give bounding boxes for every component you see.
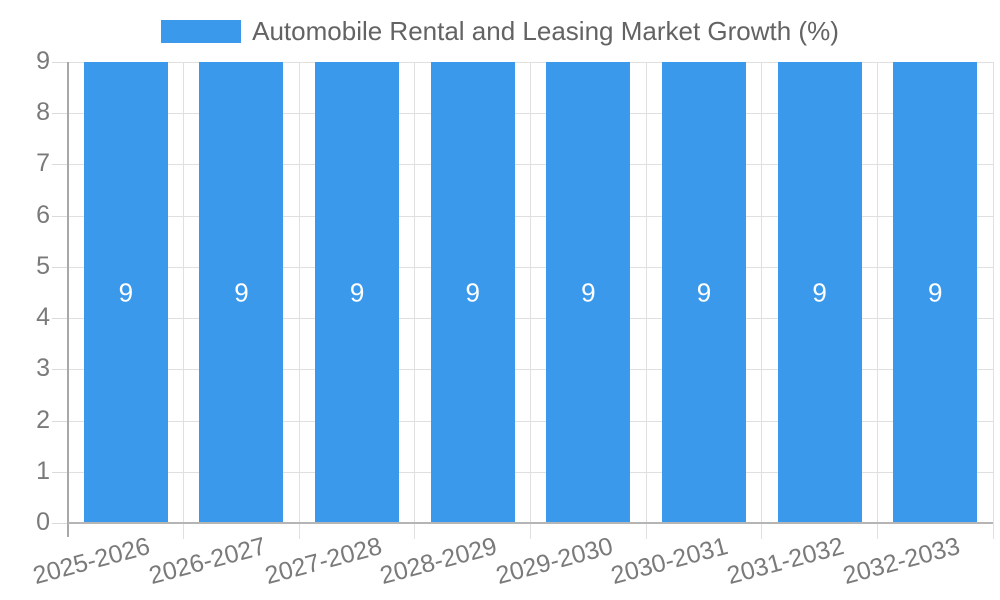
y-tick-label: 7 [36, 149, 50, 178]
gridline-vertical [183, 62, 185, 539]
y-tick-mark [52, 318, 68, 320]
bar-value-label: 9 [581, 277, 596, 307]
y-tick-label: 4 [36, 303, 50, 332]
chart-legend: Automobile Rental and Leasing Market Gro… [0, 18, 1000, 44]
gridline-vertical [761, 62, 763, 539]
y-tick-mark [52, 62, 68, 63]
gridline-vertical [992, 62, 994, 539]
y-tick-mark [52, 369, 68, 371]
y-tick-mark [52, 113, 68, 115]
y-tick-label: 2 [36, 405, 50, 434]
legend-swatch [161, 19, 242, 43]
category-cell: 9 2026-2027 [146, 62, 300, 590]
x-tick-label: 2025-2026 [30, 532, 154, 590]
bar-value-label: 9 [812, 277, 827, 307]
category-cell: 9 2030-2031 [608, 62, 763, 590]
y-tick-label: 0 [36, 507, 50, 536]
x-tick-label: 2029-2030 [492, 532, 616, 590]
bar-value-label: 9 [234, 277, 249, 307]
x-tick-label: 2028-2029 [377, 532, 500, 590]
bar[interactable]: 9 [430, 62, 515, 523]
y-tick-label: 9 [36, 46, 50, 75]
bar[interactable]: 9 [546, 62, 631, 523]
plot-area: 0 1 2 3 4 5 6 7 8 9 9 2025-2026 9 2026-2027 9 2027-202… [30, 47, 994, 590]
bar-value-label: 9 [696, 277, 712, 307]
x-axis-line [68, 522, 993, 524]
bar[interactable]: 9 [199, 62, 284, 523]
bar[interactable]: 9 [661, 62, 746, 523]
y-tick-mark [52, 266, 68, 268]
gridline-vertical [530, 62, 531, 539]
y-tick-mark [52, 420, 68, 422]
category-cell: 9 2025-2026 [30, 62, 185, 590]
bar[interactable]: 9 [777, 62, 862, 523]
y-tick-mark [52, 164, 68, 166]
category-cell: 9 2027-2028 [262, 62, 416, 590]
y-tick-mark [52, 471, 68, 473]
gridline-vertical [298, 62, 300, 539]
x-tick-label: 2032-2033 [839, 532, 963, 590]
chart-title: Automobile Rental and Leasing Market Gro… [252, 16, 839, 46]
bar-value-label: 9 [927, 277, 943, 307]
x-tick-label: 2027-2028 [261, 532, 385, 590]
y-tick-label: 6 [36, 200, 50, 229]
y-tick-mark [52, 523, 68, 524]
x-tick-label: 2031-2032 [724, 532, 847, 590]
bar-value-label: 9 [118, 277, 134, 307]
bar-value-label: 9 [349, 277, 365, 307]
gridline-vertical [414, 62, 416, 539]
y-tick-label: 3 [36, 354, 50, 383]
bar-value-label: 9 [465, 277, 480, 307]
category-cell: 9 2029-2030 [493, 62, 647, 590]
x-tick-label: 2030-2031 [608, 532, 732, 590]
category-cell: 9 2031-2032 [724, 62, 878, 590]
bar[interactable]: 9 [893, 62, 978, 523]
gridline-vertical [876, 62, 878, 539]
x-tick-label: 2026-2027 [145, 532, 269, 590]
y-tick-label: 8 [36, 98, 50, 127]
y-tick-label: 1 [36, 456, 50, 485]
bar-cells: 9 2025-2026 9 2026-2027 9 2027-2028 9 2028-2029… [30, 62, 994, 590]
bar[interactable]: 9 [315, 62, 400, 523]
category-cell: 9 2028-2029 [377, 62, 531, 590]
y-tick-label: 5 [36, 251, 50, 280]
bar[interactable]: 9 [83, 62, 168, 523]
y-tick-mark [52, 215, 68, 217]
category-cell: 9 2032-2033 [840, 62, 994, 590]
y-axis-line [67, 62, 69, 537]
gridline-vertical [645, 62, 647, 539]
